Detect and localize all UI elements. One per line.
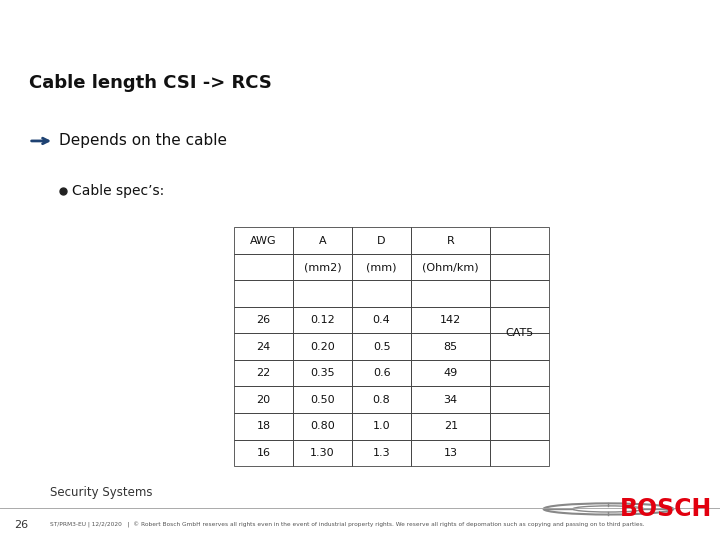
Text: Cable spec’s:: Cable spec’s: [72,185,164,199]
Text: D: D [377,235,386,246]
Text: R: R [447,235,454,246]
Text: Depends on the cable: Depends on the cable [59,133,227,148]
Text: CAT5: CAT5 [505,328,534,339]
Text: 24: 24 [256,342,271,352]
Text: 18: 18 [256,421,271,431]
Text: 85: 85 [444,342,458,352]
Text: 0.20: 0.20 [310,342,335,352]
Text: AWG: AWG [251,235,276,246]
Text: 0.35: 0.35 [310,368,335,378]
Text: 0.6: 0.6 [373,368,390,378]
Text: 26: 26 [256,315,271,325]
Text: (mm2): (mm2) [304,262,341,272]
Text: 0.12: 0.12 [310,315,335,325]
Text: 0.8: 0.8 [373,395,390,405]
Text: 20: 20 [256,395,271,405]
Text: 16: 16 [256,448,271,458]
Text: 1.3: 1.3 [373,448,390,458]
Text: 1.0: 1.0 [373,421,390,431]
Text: (Ohm/km): (Ohm/km) [423,262,479,272]
Text: (mm): (mm) [366,262,397,272]
Text: 0.50: 0.50 [310,395,335,405]
Text: ST/PRM3-EU | 12/2/2020   |  © Robert Bosch GmbH reserves all rights even in the : ST/PRM3-EU | 12/2/2020 | © Robert Bosch … [50,522,645,528]
Text: 22: 22 [256,368,271,378]
Text: 0.80: 0.80 [310,421,335,431]
Text: 49: 49 [444,368,458,378]
Text: Remote Call Station: Remote Call Station [18,22,220,40]
Text: 34: 34 [444,395,458,405]
Text: 13: 13 [444,448,458,458]
Text: BOSCH: BOSCH [620,497,712,521]
Text: 142: 142 [440,315,462,325]
Text: Cable length CSI -> RCS: Cable length CSI -> RCS [29,73,271,92]
Text: 0.4: 0.4 [373,315,390,325]
Text: 26: 26 [14,520,29,530]
Text: 0.5: 0.5 [373,342,390,352]
Text: Security Systems: Security Systems [50,487,153,500]
Text: 1.30: 1.30 [310,448,335,458]
Text: A: A [319,235,326,246]
Text: 21: 21 [444,421,458,431]
